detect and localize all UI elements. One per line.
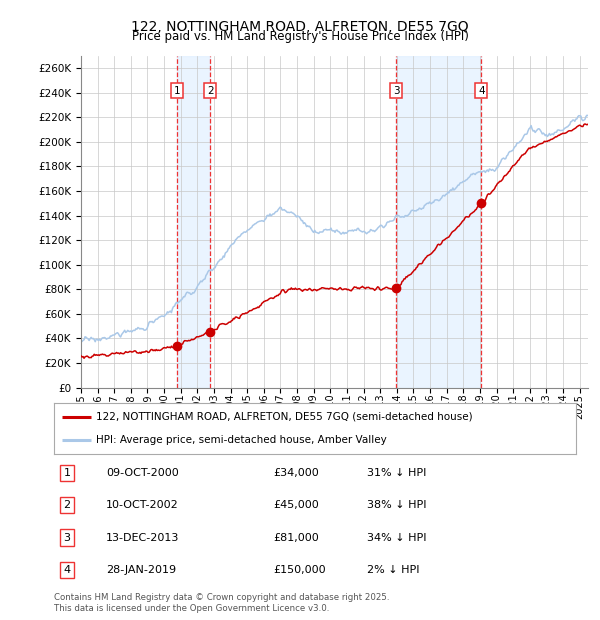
Text: Contains HM Land Registry data © Crown copyright and database right 2025.
This d: Contains HM Land Registry data © Crown c… xyxy=(54,593,389,613)
Text: HPI: Average price, semi-detached house, Amber Valley: HPI: Average price, semi-detached house,… xyxy=(96,435,386,445)
Text: 10-OCT-2002: 10-OCT-2002 xyxy=(106,500,179,510)
Text: £45,000: £45,000 xyxy=(273,500,319,510)
Text: 09-OCT-2000: 09-OCT-2000 xyxy=(106,468,179,478)
Text: 28-JAN-2019: 28-JAN-2019 xyxy=(106,565,176,575)
Text: 122, NOTTINGHAM ROAD, ALFRETON, DE55 7GQ: 122, NOTTINGHAM ROAD, ALFRETON, DE55 7GQ xyxy=(131,20,469,34)
Text: 2% ↓ HPI: 2% ↓ HPI xyxy=(367,565,420,575)
Text: 4: 4 xyxy=(478,86,485,95)
Text: 122, NOTTINGHAM ROAD, ALFRETON, DE55 7GQ (semi-detached house): 122, NOTTINGHAM ROAD, ALFRETON, DE55 7GQ… xyxy=(96,412,472,422)
Text: £34,000: £34,000 xyxy=(273,468,319,478)
Bar xyxy=(396,56,481,388)
Text: £150,000: £150,000 xyxy=(273,565,326,575)
Text: 31% ↓ HPI: 31% ↓ HPI xyxy=(367,468,427,478)
Text: Price paid vs. HM Land Registry's House Price Index (HPI): Price paid vs. HM Land Registry's House … xyxy=(131,30,469,43)
Bar xyxy=(177,56,211,388)
Text: 3: 3 xyxy=(393,86,400,95)
Text: 38% ↓ HPI: 38% ↓ HPI xyxy=(367,500,427,510)
Text: 2: 2 xyxy=(64,500,71,510)
Text: £81,000: £81,000 xyxy=(273,533,319,542)
Text: 13-DEC-2013: 13-DEC-2013 xyxy=(106,533,179,542)
Text: 1: 1 xyxy=(64,468,71,478)
Text: 1: 1 xyxy=(174,86,181,95)
Text: 2: 2 xyxy=(207,86,214,95)
Text: 34% ↓ HPI: 34% ↓ HPI xyxy=(367,533,427,542)
Text: 3: 3 xyxy=(64,533,71,542)
Text: 4: 4 xyxy=(64,565,71,575)
